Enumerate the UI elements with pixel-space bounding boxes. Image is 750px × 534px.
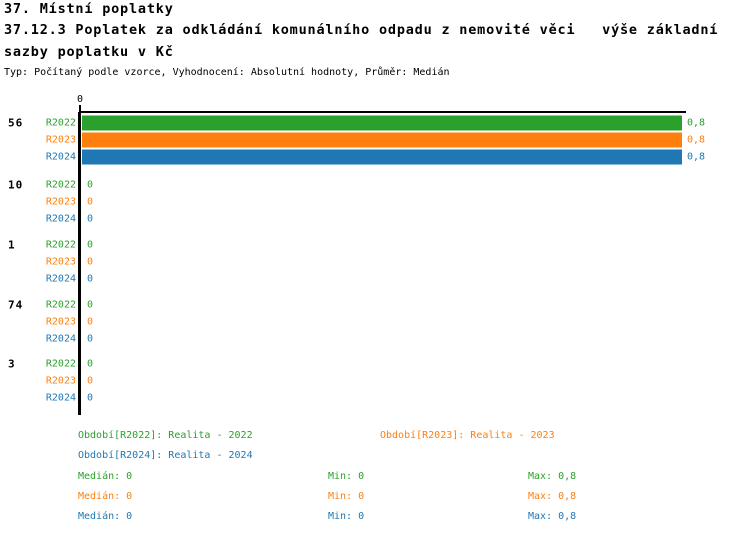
bar-row: R2024 0 [0, 390, 750, 407]
bar-group-74: 74 R2022 0 R2023 0 R2024 0 [0, 296, 750, 348]
bar-track: 0 [82, 314, 682, 329]
bar-track: 0 [82, 356, 682, 371]
stat-max-r2023: Max: 0,8 [528, 491, 577, 502]
bar-value-label: 0 [87, 273, 94, 285]
x-axis-line [80, 111, 686, 113]
stat-median-r2023: Medián: 0 [78, 491, 133, 502]
bar-track: 0 [82, 237, 682, 252]
bar-value-label: 0 [87, 392, 94, 404]
bar-r2022 [82, 115, 682, 131]
stat-min-r2024: Min: 0 [328, 511, 365, 522]
stat-max-r2022: Max: 0,8 [528, 471, 577, 482]
bar-group-10: 10 R2022 0 R2023 0 R2024 0 [0, 176, 750, 228]
series-label-r2024: R2024 [45, 213, 76, 225]
bar-track: 0 [82, 332, 682, 347]
bar-track: 0 [82, 297, 682, 312]
bar-row: 56 R2022 0,8 [0, 114, 750, 131]
bar-track: 0 [82, 212, 682, 227]
bar-track: 0,8 [82, 132, 705, 148]
stat-median-r2022: Medián: 0 [78, 471, 133, 482]
series-label-r2022: R2022 [45, 239, 76, 251]
bar-group-3: 3 R2022 0 R2023 0 R2024 0 [0, 355, 750, 407]
group-label: 1 [8, 238, 16, 252]
group-label: 10 [8, 178, 24, 192]
bar-value-label: 0 [87, 375, 94, 387]
series-label-r2023: R2023 [45, 196, 76, 208]
bar-row: 3 R2022 0 [0, 355, 750, 372]
y-axis-line [78, 112, 81, 415]
chart-meta-info: Typ: Počítaný podle vzorce, Vyhodnocení:… [4, 67, 450, 78]
bar-value-label: 0 [87, 213, 94, 225]
bar-value-label: 0 [87, 256, 94, 268]
series-label-r2024: R2024 [45, 151, 76, 163]
series-label-r2023: R2023 [45, 316, 76, 328]
bar-row: 10 R2022 0 [0, 176, 750, 193]
series-label-r2024: R2024 [45, 392, 76, 404]
bar-row: R2023 0 [0, 372, 750, 389]
bar-track: 0 [82, 272, 682, 287]
bar-value-label: 0 [87, 179, 94, 191]
bar-value-label: 0 [87, 239, 94, 251]
stat-min-r2023: Min: 0 [328, 491, 365, 502]
legend-item-r2024: Období[R2024]: Realita - 2024 [78, 450, 253, 461]
stat-min-r2022: Min: 0 [328, 471, 365, 482]
group-label: 74 [8, 298, 24, 312]
bar-track: 0 [82, 391, 682, 406]
series-label-r2022: R2022 [45, 299, 76, 311]
bar-r2023 [82, 132, 682, 148]
bar-row: R2024 0 [0, 211, 750, 228]
series-label-r2023: R2023 [45, 134, 76, 146]
bar-r2024 [82, 149, 682, 165]
bar-track: 0,8 [82, 149, 705, 165]
bar-track: 0 [82, 177, 682, 192]
series-label-r2024: R2024 [45, 333, 76, 345]
group-label: 3 [8, 357, 16, 371]
stat-median-r2024: Medián: 0 [78, 511, 133, 522]
bar-track: 0 [82, 194, 682, 209]
bar-value-label: 0,8 [687, 117, 706, 129]
bar-value-label: 0,8 [687, 151, 706, 163]
series-label-r2022: R2022 [45, 358, 76, 370]
group-label: 56 [8, 116, 24, 130]
bar-track: 0 [82, 373, 682, 388]
stat-max-r2024: Max: 0,8 [528, 511, 577, 522]
bar-value-label: 0 [87, 333, 94, 345]
bar-row: R2024 0,8 [0, 149, 750, 166]
series-label-r2023: R2023 [45, 375, 76, 387]
bar-value-label: 0 [87, 316, 94, 328]
report-title: 37. Místní poplatky [4, 1, 174, 17]
bar-track: 0 [82, 254, 682, 269]
series-label-r2023: R2023 [45, 256, 76, 268]
bar-row: 1 R2022 0 [0, 236, 750, 253]
x-axis-tick-mark [79, 105, 81, 112]
bar-value-label: 0 [87, 196, 94, 208]
chart-subtitle-line2: sazby poplatku v Kč [4, 44, 174, 60]
x-axis-tick-label: 0 [76, 94, 84, 105]
bar-value-label: 0 [87, 358, 94, 370]
bar-row: R2024 0 [0, 271, 750, 288]
series-label-r2022: R2022 [45, 179, 76, 191]
bar-track: 0,8 [82, 115, 705, 131]
series-label-r2022: R2022 [45, 117, 76, 129]
bar-row: R2023 0 [0, 193, 750, 210]
legend-item-r2023: Období[R2023]: Realita - 2023 [380, 430, 555, 441]
legend-item-r2022: Období[R2022]: Realita - 2022 [78, 430, 253, 441]
bar-value-label: 0,8 [687, 134, 706, 146]
bar-row: 74 R2022 0 [0, 296, 750, 313]
chart-subtitle-line1: 37.12.3 Poplatek za odkládání komunálníh… [4, 22, 719, 38]
bar-row: R2023 0 [0, 253, 750, 270]
bar-group-56: 56 R2022 0,8 R2023 0,8 R2024 0,8 [0, 114, 750, 166]
bar-value-label: 0 [87, 299, 94, 311]
bar-row: R2023 0 [0, 313, 750, 330]
series-label-r2024: R2024 [45, 273, 76, 285]
bar-row: R2023 0,8 [0, 131, 750, 148]
bar-group-1: 1 R2022 0 R2023 0 R2024 0 [0, 236, 750, 288]
bar-row: R2024 0 [0, 331, 750, 348]
